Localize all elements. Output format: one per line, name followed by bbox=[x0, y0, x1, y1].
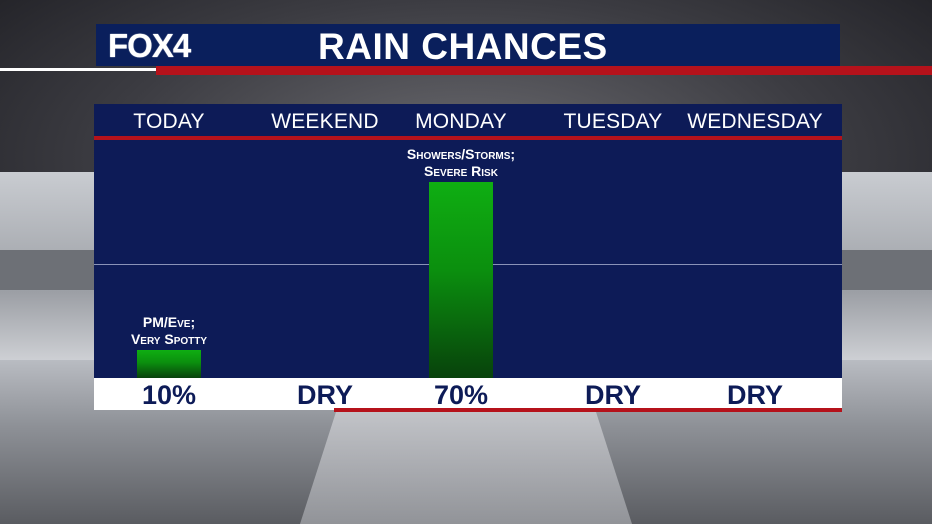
value-label-wednesday: DRY bbox=[726, 380, 783, 410]
value-label-monday: 70% bbox=[433, 380, 489, 410]
bar-note-monday: Showers/Storms; Severe Risk bbox=[371, 146, 551, 180]
station-logo: FOX4 bbox=[108, 27, 191, 64]
value-strip-rule bbox=[334, 408, 842, 412]
chart-panel: TODAY WEEKEND MONDAY TUESDAY WEDNESDAY PM/Ev… bbox=[94, 104, 842, 378]
day-label-wednesday: WEDNESDAY bbox=[687, 110, 823, 133]
bar-note-line: Showers/Storms; bbox=[406, 146, 516, 162]
value-strip: 10% DRY 70% DRY DRY bbox=[94, 378, 842, 410]
graphic-title: RAIN CHANCES bbox=[318, 26, 608, 67]
studio-wall-left bbox=[0, 172, 96, 372]
rain-bar-today bbox=[137, 350, 201, 378]
day-label-today: TODAY bbox=[133, 110, 205, 133]
value-label-tuesday: DRY bbox=[584, 380, 641, 410]
header-rule-white bbox=[0, 68, 160, 71]
rain-bar-monday bbox=[429, 182, 493, 378]
bar-note-line: Severe Risk bbox=[424, 163, 498, 179]
studio-wall-right bbox=[840, 172, 932, 372]
bar-note-line: PM/Eve; bbox=[142, 314, 196, 330]
bar-note-today: PM/Eve; Very Spotty bbox=[79, 314, 259, 348]
graphic-header: FOX4 RAIN CHANCES bbox=[96, 24, 840, 67]
value-label-today: 10% bbox=[141, 380, 197, 410]
day-row-rule bbox=[94, 136, 842, 140]
header-rule-red bbox=[156, 66, 932, 75]
day-label-weekend: WEEKEND bbox=[271, 110, 379, 133]
bar-note-line: Very Spotty bbox=[130, 331, 208, 347]
day-label-monday: MONDAY bbox=[415, 110, 507, 133]
day-labels-row: TODAY WEEKEND MONDAY TUESDAY WEDNESDAY bbox=[94, 104, 842, 136]
value-label-weekend: DRY bbox=[296, 380, 353, 410]
day-label-tuesday: TUESDAY bbox=[563, 110, 663, 133]
